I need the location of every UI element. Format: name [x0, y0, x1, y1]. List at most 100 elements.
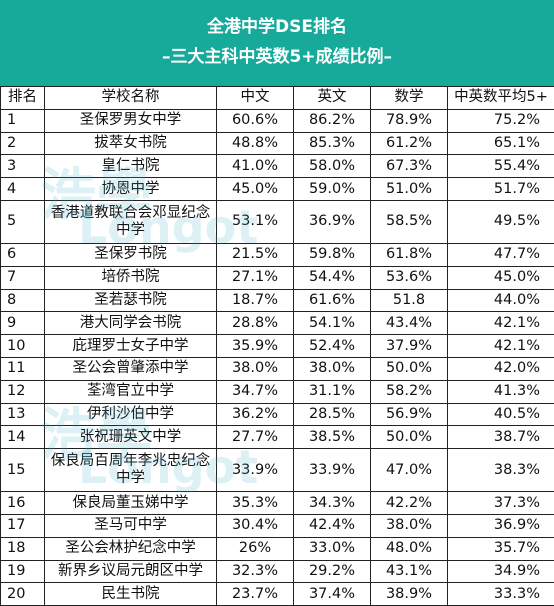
chinese-cell: 36.2% — [217, 403, 294, 426]
average-cell: 35.7% — [448, 537, 554, 560]
chinese-cell: 27.1% — [217, 266, 294, 289]
math-cell: 51.8 — [371, 289, 448, 312]
chinese-cell: 32.3% — [217, 560, 294, 583]
rank-cell: 2 — [1, 132, 45, 155]
page-subtitle: –三大主科中英数5+成绩比例– — [0, 42, 554, 67]
average-cell: 38.7% — [448, 426, 554, 449]
school-name-cell: 圣保罗男女中学 — [45, 109, 217, 132]
school-name-cell: 新界乡议局元朗区中学 — [45, 560, 217, 583]
average-cell: 75.2% — [448, 109, 554, 132]
english-cell: 38.5% — [294, 426, 371, 449]
math-cell: 48.0% — [371, 537, 448, 560]
average-cell: 45.0% — [448, 266, 554, 289]
school-name-cell: 保良局百周年李兆忠纪念中学 — [45, 449, 217, 492]
math-cell: 37.9% — [371, 335, 448, 358]
average-cell: 42.1% — [448, 312, 554, 335]
average-cell: 55.4% — [448, 155, 554, 178]
math-cell: 61.2% — [371, 132, 448, 155]
school-name-cell: 荃湾官立中学 — [45, 380, 217, 403]
math-cell: 47.0% — [371, 449, 448, 492]
rank-cell: 18 — [1, 537, 45, 560]
average-cell: 65.1% — [448, 132, 554, 155]
chinese-cell: 27.7% — [217, 426, 294, 449]
math-cell: 38.0% — [371, 514, 448, 537]
rank-cell: 14 — [1, 426, 45, 449]
column-header-average: 中英数平均5+ — [448, 87, 554, 110]
chinese-cell: 34.7% — [217, 380, 294, 403]
column-header-chinese: 中文 — [217, 87, 294, 110]
average-cell: 36.9% — [448, 514, 554, 537]
math-cell: 58.5% — [371, 200, 448, 243]
chinese-cell: 23.7% — [217, 583, 294, 606]
chinese-cell: 26% — [217, 537, 294, 560]
math-cell: 50.0% — [371, 357, 448, 380]
english-cell: 54.1% — [294, 312, 371, 335]
math-cell: 58.2% — [371, 380, 448, 403]
math-cell: 43.1% — [371, 560, 448, 583]
chinese-cell: 33.9% — [217, 449, 294, 492]
average-cell: 47.7% — [448, 243, 554, 266]
average-cell: 51.7% — [448, 178, 554, 201]
title-banner: 全港中学DSE排名 –三大主科中英数5+成绩比例– — [0, 0, 554, 86]
average-cell: 44.0% — [448, 289, 554, 312]
math-cell: 42.2% — [371, 492, 448, 515]
english-cell: 54.4% — [294, 266, 371, 289]
english-cell: 37.4% — [294, 583, 371, 606]
chinese-cell: 41.0% — [217, 155, 294, 178]
school-name-cell: 香港道教联合会邓显纪念中学 — [45, 200, 217, 243]
school-name-cell: 圣公会曾肇添中学 — [45, 357, 217, 380]
english-cell: 61.6% — [294, 289, 371, 312]
rank-cell: 11 — [1, 357, 45, 380]
math-cell: 78.9% — [371, 109, 448, 132]
rank-cell: 5 — [1, 200, 45, 243]
english-cell: 58.0% — [294, 155, 371, 178]
english-cell: 34.3% — [294, 492, 371, 515]
rank-cell: 19 — [1, 560, 45, 583]
chinese-cell: 18.7% — [217, 289, 294, 312]
chinese-cell: 35.3% — [217, 492, 294, 515]
rank-cell: 16 — [1, 492, 45, 515]
average-cell: 38.3% — [448, 449, 554, 492]
english-cell: 36.9% — [294, 200, 371, 243]
average-cell: 49.5% — [448, 200, 554, 243]
average-cell: 42.1% — [448, 335, 554, 358]
school-name-cell: 圣公会林护纪念中学 — [45, 537, 217, 560]
column-header-school: 学校名称 — [45, 87, 217, 110]
english-cell: 31.1% — [294, 380, 371, 403]
school-name-cell: 伊利沙伯中学 — [45, 403, 217, 426]
average-cell: 37.3% — [448, 492, 554, 515]
english-cell: 33.0% — [294, 537, 371, 560]
english-cell: 85.3% — [294, 132, 371, 155]
average-cell: 34.9% — [448, 560, 554, 583]
school-name-cell: 张祝珊英文中学 — [45, 426, 217, 449]
chinese-cell: 28.8% — [217, 312, 294, 335]
table-header-row: 排名 学校名称 中文 英文 数学 中英数平均5+ — [1, 87, 554, 110]
math-cell: 51.0% — [371, 178, 448, 201]
column-header-math: 数学 — [371, 87, 448, 110]
chinese-cell: 35.9% — [217, 335, 294, 358]
school-name-cell: 皇仁书院 — [45, 155, 217, 178]
school-name-cell: 拔萃女书院 — [45, 132, 217, 155]
average-cell: 33.3% — [448, 583, 554, 606]
school-name-cell: 港大同学会书院 — [45, 312, 217, 335]
chinese-cell: 21.5% — [217, 243, 294, 266]
school-name-cell: 民生书院 — [45, 583, 217, 606]
rank-cell: 20 — [1, 583, 45, 606]
math-cell: 43.4% — [371, 312, 448, 335]
